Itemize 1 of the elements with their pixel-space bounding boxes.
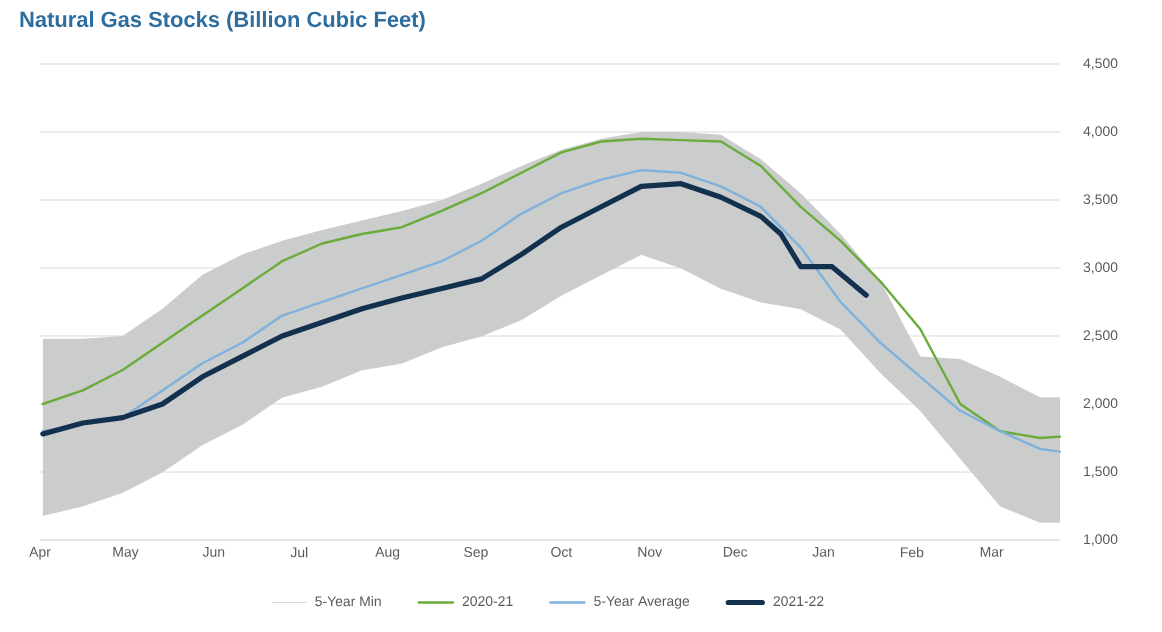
chart-title: Natural Gas Stocks (Billion Cubic Feet)	[20, 11, 425, 32]
